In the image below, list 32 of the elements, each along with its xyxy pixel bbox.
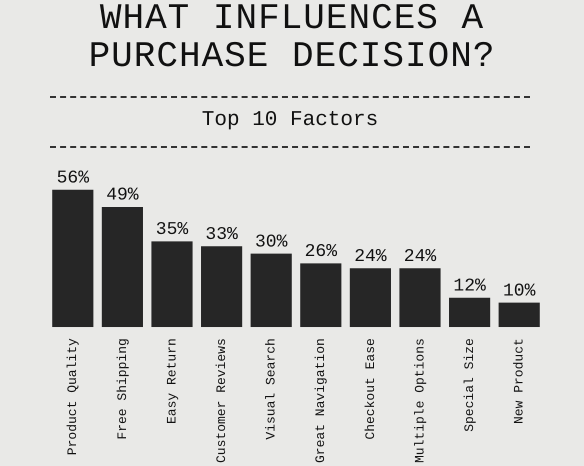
data-label: 24% — [354, 247, 387, 268]
data-label: 24% — [404, 247, 436, 268]
x-tick-label: Free Shipping — [114, 338, 130, 440]
x-tick-label: Product Quality — [65, 338, 80, 456]
bar — [498, 302, 540, 328]
x-tick-label: Great Navigation — [313, 338, 328, 464]
bar — [350, 268, 391, 328]
x-tick-label: Customer Reviews — [214, 338, 230, 464]
data-label: 30% — [254, 232, 288, 252]
data-label: 26% — [304, 242, 338, 262]
data-label: 49% — [106, 186, 139, 206]
bar — [399, 268, 441, 328]
data-label: 35% — [156, 220, 188, 240]
bar — [52, 190, 94, 328]
x-tick-label: Checkout Ease — [362, 338, 378, 440]
bar — [201, 246, 242, 328]
x-tick-label: Easy Return — [164, 338, 180, 424]
data-label: 12% — [453, 276, 486, 297]
chart-title: WHAT INFLUENCES A PURCHASE DECISION? — [88, 0, 496, 77]
x-tick-label: Multiple Options — [412, 338, 428, 464]
bar — [102, 206, 143, 328]
bar — [449, 298, 490, 328]
data-label: 33% — [205, 224, 238, 245]
data-label: 56% — [56, 168, 90, 189]
x-tick-label: Special Size — [462, 338, 478, 432]
bar — [300, 263, 342, 328]
bar — [151, 241, 193, 328]
data-label: 10% — [502, 281, 536, 302]
chart-subtitle: Top 10 Factors — [50, 96, 530, 148]
x-tick-label: New Product — [512, 338, 527, 424]
bar — [250, 254, 292, 328]
x-tick-label: Visual Search — [264, 338, 279, 440]
